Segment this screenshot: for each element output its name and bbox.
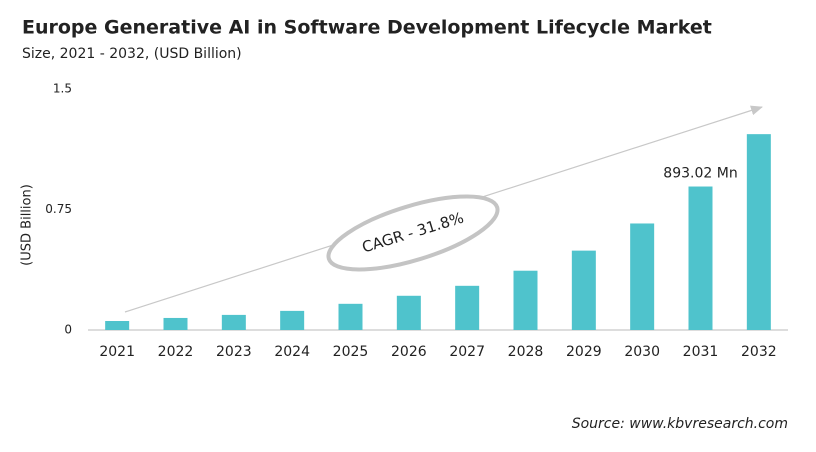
x-tick-label: 2031: [683, 344, 719, 360]
bar: [746, 134, 771, 330]
bar: [105, 321, 130, 330]
x-tick-label: 2028: [508, 344, 544, 360]
x-tick-label: 2025: [333, 344, 369, 360]
x-tick-label: 2026: [391, 344, 427, 360]
x-tick-label: 2030: [624, 344, 660, 360]
bar: [513, 270, 538, 330]
y-tick-label: 1.5: [53, 82, 72, 96]
x-tick-label: 2027: [449, 344, 485, 360]
bar: [396, 295, 421, 330]
bar: [280, 310, 305, 330]
plot-area: 0 0.75 1.5 2021 2022 2023 2024 2025 2026 2027 2028…: [45, 82, 788, 360]
y-axis-label: (USD Billion): [20, 184, 35, 266]
bar: [688, 186, 713, 330]
bar: [455, 285, 480, 330]
y-tick-label: 0: [64, 323, 72, 337]
cagr-ellipse: [326, 194, 500, 272]
bar: [571, 250, 596, 330]
y-tick-label: 0.75: [45, 202, 72, 216]
x-tick-label: 2024: [274, 344, 310, 360]
source-note: Source: www.kbvresearch.com: [572, 416, 788, 432]
bar: [630, 223, 655, 330]
x-tick-label: 2032: [741, 344, 777, 360]
chart-subtitle: Size, 2021 - 2032, (USD Billion): [22, 46, 242, 62]
chart-title: Europe Generative AI in Software Develop…: [22, 17, 712, 39]
x-tick-label: 2029: [566, 344, 602, 360]
bar: [163, 317, 188, 330]
data-label: 893.02 Mn: [663, 166, 737, 182]
bar: [221, 314, 246, 330]
x-tick-label: 2023: [216, 344, 252, 360]
x-tick-label: 2022: [158, 344, 194, 360]
bar: [338, 303, 363, 330]
x-tick-label: 2021: [99, 344, 135, 360]
